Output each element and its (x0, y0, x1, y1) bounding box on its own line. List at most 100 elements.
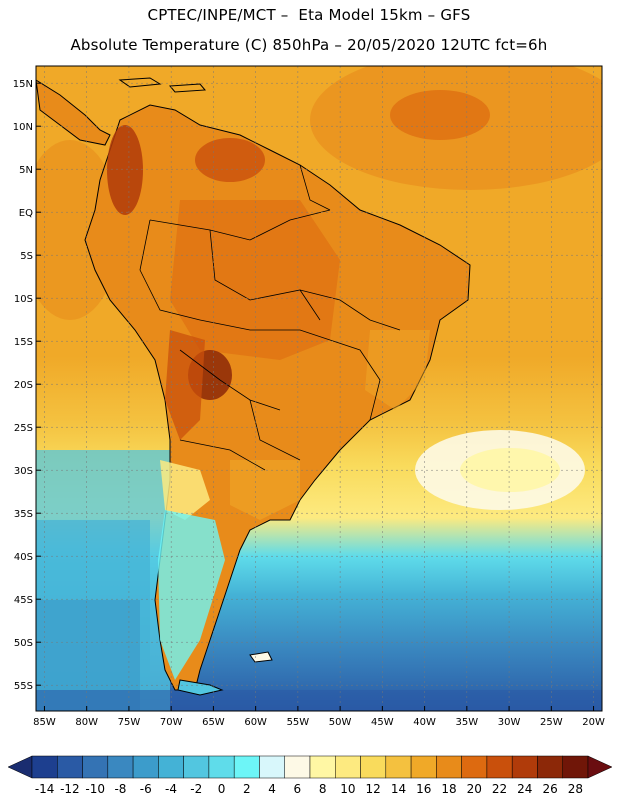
map-grid (36, 66, 602, 711)
colorbar-label: 20 (467, 782, 482, 796)
colorbar-label: -14 (35, 782, 55, 796)
lat-tick-label: 25S (14, 423, 33, 434)
lat-tick-label: 55S (14, 681, 33, 692)
caribbean-island (118, 77, 162, 88)
colorbar-right-arrow (587, 755, 613, 779)
colorbar-label: 8 (319, 782, 327, 796)
axis-ticks: 15N 10N 5N EQ 5S 10S 15S 20S 25S 30S 35S 40S 45S 50S 5… (13, 79, 605, 728)
colorbar-swatch (486, 755, 513, 779)
colorbar-label: -2 (190, 782, 202, 796)
lon-tick-label: 30W (498, 717, 521, 728)
colorbar-label: 26 (542, 782, 557, 796)
tierra-del-fuego (177, 679, 224, 696)
lat-tick-label: 50S (14, 638, 33, 649)
colorbar-label: -4 (165, 782, 177, 796)
patagonia-cold-area (158, 510, 225, 680)
lon-tick-label: 40W (413, 717, 436, 728)
lon-tick-label: 60W (244, 717, 267, 728)
colorbar-swatch (436, 755, 462, 779)
map-frame (35, 65, 603, 712)
colorbar-label: 22 (492, 782, 507, 796)
colorbar-swatch (183, 755, 210, 779)
colorbar-label: 16 (416, 782, 431, 796)
lat-tick-label: 15S (14, 337, 33, 348)
colorbar-label: -12 (60, 782, 80, 796)
colorbar-label: 0 (218, 782, 226, 796)
falkland-islands (249, 651, 273, 663)
lon-tick-label: 50W (329, 717, 352, 728)
caribbean-island (168, 83, 207, 93)
colorbar-swatch (57, 755, 83, 779)
colorbar-swatch (233, 755, 260, 779)
colorbar-label: 14 (391, 782, 406, 796)
colorbar-swatch (335, 755, 361, 779)
colorbar-label: -10 (85, 782, 105, 796)
colorbar-swatch (385, 755, 412, 779)
lat-tick-label: 40S (14, 552, 33, 563)
map-field (36, 66, 602, 711)
lon-tick-label: 75W (118, 717, 141, 728)
colorbar-swatch (82, 755, 109, 779)
colorbar-swatch (31, 755, 58, 779)
colorbar-left-arrow (7, 755, 33, 779)
colorbar-label: -6 (140, 782, 152, 796)
colorbar-swatch (158, 755, 184, 779)
lat-tick-label: 10N (13, 122, 33, 133)
colorbar-swatch (309, 755, 336, 779)
colorbar-swatch (537, 755, 563, 779)
lat-tick-label: 10S (14, 294, 33, 305)
colorbar-label: 28 (568, 782, 583, 796)
lon-tick-label: 35W (456, 717, 479, 728)
amazon-warm-area (170, 200, 340, 360)
colorbar-label: 10 (340, 782, 355, 796)
country-borders (139, 164, 401, 471)
lon-tick-label: 65W (202, 717, 225, 728)
lon-tick-label: 20W (582, 717, 605, 728)
south-atlantic-inner-tongue (460, 448, 560, 492)
lat-tick-label: EQ (19, 208, 33, 219)
lon-tick-label: 55W (287, 717, 310, 728)
lon-tick-label: 70W (160, 717, 183, 728)
lat-tick-label: 20S (14, 380, 33, 391)
map-subtitle: Absolute Temperature (C) 850hPa – 20/05/… (70, 36, 548, 54)
colorbar-swatch (360, 755, 387, 779)
lon-tick-label: 25W (540, 717, 563, 728)
andes-central-warm-area (165, 330, 205, 440)
uruguay-warm-area (230, 460, 300, 520)
andes-colombia-hot-area (107, 125, 143, 215)
lon-tick-label: 85W (33, 717, 56, 728)
pacific-coldest-field (36, 600, 140, 711)
colorbar-swatch (410, 755, 437, 779)
colorbar-label: 18 (441, 782, 456, 796)
venezuela-hot-area (195, 138, 265, 182)
colorbar-label: 12 (366, 782, 381, 796)
colorbar-swatch (259, 755, 285, 779)
colorbar: -14 -12 -10 -8 -6 -4 -2 0 2 4 6 8 10 12 14 16 18 20 22 24 26… (7, 755, 613, 796)
lat-tick-label: 5N (19, 165, 33, 176)
colorbar-swatch (107, 755, 134, 779)
lon-tick-label: 80W (75, 717, 98, 728)
southern-cold-field (36, 690, 602, 711)
lat-tick-label: 15N (13, 79, 33, 90)
colorbar-label: -8 (114, 782, 126, 796)
lat-tick-label: 35S (14, 509, 33, 520)
colorbar-label: 6 (294, 782, 302, 796)
argentina-cool-area (160, 460, 210, 520)
colorbar-swatch (284, 755, 311, 779)
central-america-land (36, 79, 111, 146)
colorbar-label: 4 (268, 782, 276, 796)
colorbar-swatch (511, 755, 538, 779)
map-title: CPTEC/INPE/MCT – Eta Model 15km – GFS (147, 6, 471, 24)
colorbar-label: 24 (517, 782, 532, 796)
warm-core-atlantic (390, 90, 490, 140)
colorbar-swatch (208, 755, 235, 779)
colorbar-swatch (132, 755, 159, 779)
colorbar-swatch (461, 755, 488, 779)
colorbar-label: 2 (243, 782, 251, 796)
southeast-brazil-area (365, 330, 430, 410)
colorbar-swatch (562, 755, 589, 779)
lat-tick-label: 5S (20, 251, 33, 262)
lat-tick-label: 45S (14, 595, 33, 606)
lon-tick-label: 45W (371, 717, 394, 728)
